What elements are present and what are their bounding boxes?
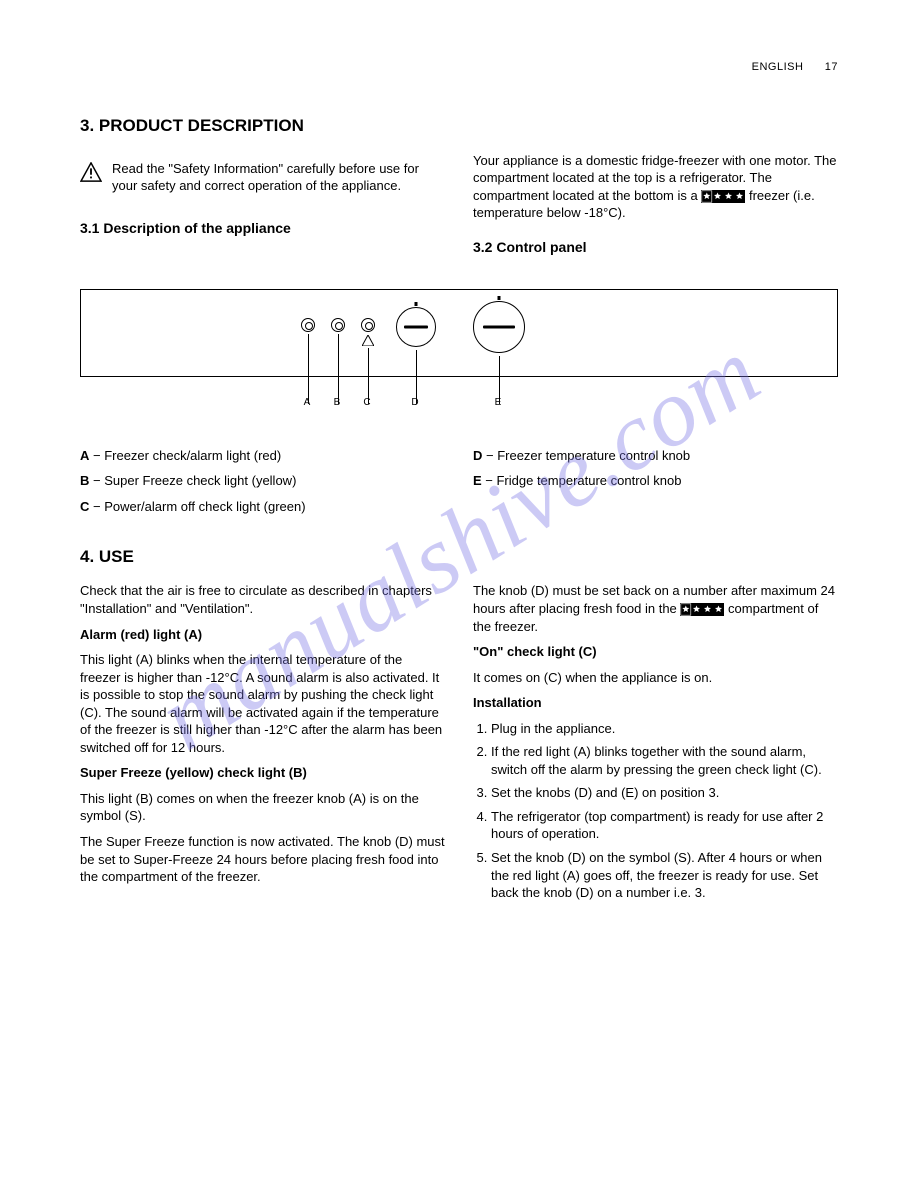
- on-text: It comes on (C) when the appliance is on…: [473, 669, 838, 687]
- knob-d-icon: [396, 307, 436, 347]
- list-item: If the red light (A) blinks together wit…: [491, 743, 838, 778]
- panel-label-a: A: [304, 397, 311, 409]
- led-a-icon: [301, 318, 315, 332]
- super-text-2: The Super Freeze function is now activat…: [80, 833, 445, 886]
- control-panel-diagram: [80, 289, 838, 377]
- sub-32-title: 3.2 Control panel: [473, 238, 838, 257]
- warning-icon: [80, 162, 102, 182]
- section-4-columns: Check that the air is free to circulate …: [80, 582, 838, 907]
- control-panel-figure: A B C D E: [80, 289, 838, 431]
- super-text-3: The knob (D) must be set back on a numbe…: [473, 582, 838, 635]
- on-heading: "On" check light (C): [473, 643, 838, 661]
- legend-a: A − Freezer check/alarm light (red): [80, 447, 445, 465]
- panel-label-b: B: [334, 397, 341, 409]
- section-4-title: 4. USE: [80, 546, 838, 569]
- breadcrumb-lang: ENGLISH: [752, 61, 804, 73]
- legend-d: D − Freezer temperature control knob: [473, 447, 838, 465]
- panel-label-c: C: [363, 397, 370, 409]
- list-item: Set the knobs (D) and (E) on position 3.: [491, 784, 838, 802]
- warning-text: Read the "Safety Information" carefully …: [112, 160, 445, 195]
- four-star-icon: [680, 603, 724, 616]
- legend-b: B − Super Freeze check light (yellow): [80, 472, 445, 490]
- four-star-icon: [701, 190, 745, 203]
- list-item: Set the knob (D) on the symbol (S). Afte…: [491, 849, 838, 902]
- alarm-heading: Alarm (red) light (A): [80, 626, 445, 644]
- panel-label-d: D: [411, 397, 418, 409]
- install-steps: Plug in the appliance. If the red light …: [473, 720, 838, 902]
- legend-columns: A − Freezer check/alarm light (red) B − …: [80, 447, 838, 524]
- use-intro: Check that the air is free to circulate …: [80, 582, 445, 617]
- alarm-triangle-icon: [362, 335, 374, 346]
- section-3-title: 3. PRODUCT DESCRIPTION: [80, 115, 838, 138]
- sub-31-title: 3.1 Description of the appliance: [80, 219, 445, 238]
- appliance-desc: Your appliance is a domestic fridge-free…: [473, 152, 838, 222]
- section-3-columns: Read the "Safety Information" carefully …: [80, 152, 838, 267]
- list-item: Plug in the appliance.: [491, 720, 838, 738]
- page-header: ENGLISH 17: [80, 60, 838, 75]
- page-number: 17: [825, 61, 838, 73]
- list-item: The refrigerator (top compartment) is re…: [491, 808, 838, 843]
- led-b-icon: [331, 318, 345, 332]
- legend-e: E − Fridge temperature control knob: [473, 472, 838, 490]
- super-heading: Super Freeze (yellow) check light (B): [80, 764, 445, 782]
- legend-c: C − Power/alarm off check light (green): [80, 498, 445, 516]
- led-c-icon: [361, 318, 375, 332]
- panel-label-e: E: [495, 397, 502, 409]
- super-text-1: This light (B) comes on when the freezer…: [80, 790, 445, 825]
- install-heading: Installation: [473, 694, 838, 712]
- knob-e-icon: [473, 301, 525, 353]
- alarm-text: This light (A) blinks when the internal …: [80, 651, 445, 756]
